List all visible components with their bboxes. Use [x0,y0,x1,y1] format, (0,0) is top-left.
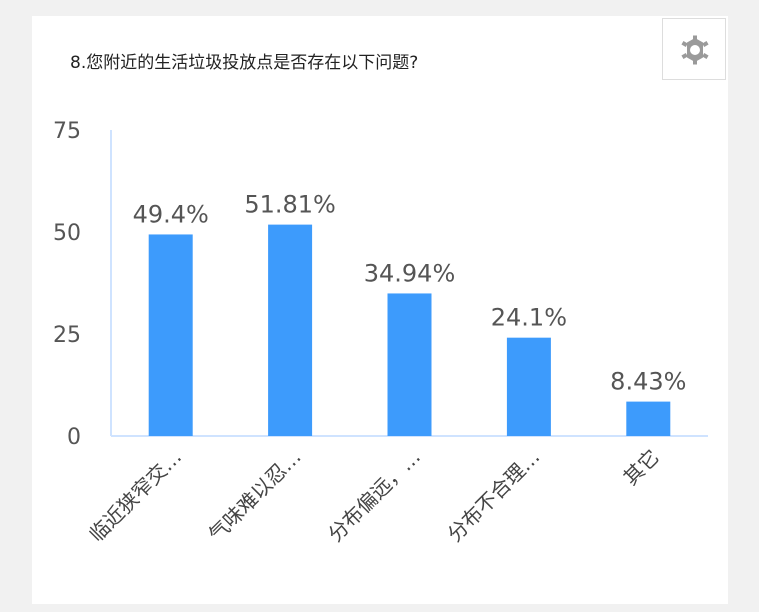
y-tick-label: 25 [53,323,81,348]
value-label: 51.81% [244,191,336,219]
bar[interactable] [506,337,551,436]
chart-title: 8.您附近的生活垃圾投放点是否存在以下问题? [70,53,419,73]
value-label: 8.43% [610,368,686,396]
chart-card [32,16,728,604]
y-tick-label: 75 [53,119,81,144]
value-label: 49.4% [133,200,209,228]
gear-icon [681,35,709,65]
y-tick-label: 0 [67,425,81,450]
category-label: 分布不合理… [443,445,545,547]
bar[interactable] [148,234,193,436]
category-label: 分布偏远，… [323,445,425,547]
bar[interactable] [626,401,671,436]
settings-button[interactable] [662,18,726,80]
bar[interactable] [268,224,313,436]
category-label: 临近狭窄交… [84,445,186,547]
value-label: 34.94% [364,259,456,287]
bar[interactable] [387,293,432,436]
category-label: 其它 [619,445,664,490]
category-label: 气味难以忍… [204,445,306,547]
y-tick-label: 50 [53,221,81,246]
value-label: 24.1% [491,304,567,332]
